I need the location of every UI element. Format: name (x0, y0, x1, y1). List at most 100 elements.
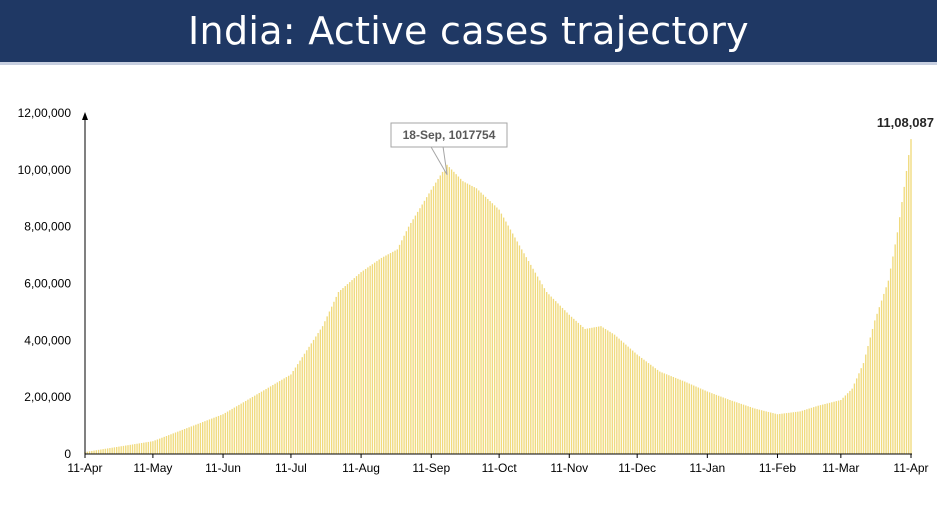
bar (720, 396, 722, 454)
bar (512, 233, 514, 454)
bar (593, 327, 595, 454)
bar (684, 381, 686, 454)
bar (910, 139, 912, 454)
peak-annotation: 18-Sep, 1017754 (390, 122, 508, 176)
bar (125, 445, 127, 454)
bar (858, 373, 860, 454)
bar (407, 226, 410, 454)
bar (862, 363, 865, 454)
bar (641, 357, 643, 454)
bar (541, 284, 543, 454)
bar (247, 399, 249, 454)
bar (738, 403, 740, 454)
bar (844, 395, 847, 454)
bar (831, 402, 833, 454)
y-tick-labels: 0 2,00,000 4,00,000 6,00,000 8,00,000 10,00,0… (18, 106, 72, 461)
bar (697, 387, 699, 454)
bar (722, 397, 724, 454)
y-tick-label: 6,00,000 (24, 277, 71, 291)
bar (568, 314, 570, 454)
bar (120, 446, 122, 454)
bar (213, 417, 215, 454)
bar (502, 217, 505, 454)
bar (693, 385, 695, 454)
bar (643, 359, 645, 454)
bar (555, 301, 557, 454)
bar (711, 393, 713, 454)
bar (631, 350, 634, 454)
bar (272, 385, 274, 454)
bar (896, 232, 899, 454)
bar (496, 207, 498, 454)
bar (801, 410, 804, 454)
peak-callout-pointer (430, 146, 448, 176)
bar (428, 193, 430, 455)
bar (557, 303, 559, 454)
bar (856, 378, 858, 454)
bar (100, 449, 102, 454)
bar (543, 288, 546, 454)
bar (600, 326, 602, 455)
bar (629, 348, 632, 454)
bar (290, 374, 292, 454)
bar (394, 250, 396, 454)
bar (715, 394, 718, 454)
bar (263, 390, 265, 454)
bar (763, 410, 765, 454)
x-tick-label: 11-Apr (67, 461, 102, 475)
bar (149, 441, 152, 454)
bar (403, 235, 405, 454)
bar (837, 400, 840, 454)
bar (713, 394, 715, 454)
bar (353, 278, 355, 454)
bar (785, 413, 788, 454)
bar (215, 416, 217, 454)
bar (650, 364, 652, 454)
bar (806, 409, 808, 454)
banner-divider (0, 62, 937, 65)
bar (559, 305, 561, 454)
bar (276, 382, 279, 454)
bar (740, 403, 742, 454)
bar (317, 333, 319, 454)
bar (552, 298, 555, 454)
bar (186, 428, 188, 454)
bar (534, 272, 537, 454)
bar (245, 400, 247, 454)
bar (523, 253, 525, 454)
bar (333, 301, 335, 454)
bar (238, 404, 240, 454)
latest-value-label: 11,08,087 (877, 115, 934, 130)
bar (229, 410, 231, 454)
bar (88, 451, 91, 454)
bar (584, 328, 586, 454)
bar (179, 430, 181, 454)
bar (794, 411, 797, 454)
bar (826, 403, 828, 454)
bar (758, 409, 761, 454)
bar (887, 280, 890, 454)
bar (765, 411, 767, 455)
bar (742, 404, 745, 454)
bar (414, 215, 417, 454)
bar (432, 186, 435, 454)
bar (308, 346, 310, 454)
x-tick-labels: 11-Apr 11-May 11-Jun 11-Jul 11-Aug 11-Sep 11-O… (67, 454, 929, 475)
bar (840, 400, 842, 454)
bar (708, 392, 711, 454)
bar (423, 200, 426, 454)
bar (781, 413, 783, 454)
bar (159, 438, 161, 454)
bar (267, 387, 269, 454)
bar (183, 429, 186, 454)
bar (799, 411, 801, 455)
bar (788, 412, 790, 454)
bar (679, 379, 681, 454)
bar (792, 412, 794, 454)
bar (412, 219, 414, 454)
bar (618, 338, 620, 454)
bar (206, 420, 208, 454)
bar (883, 293, 885, 454)
bar (306, 350, 308, 454)
bar (514, 237, 516, 454)
